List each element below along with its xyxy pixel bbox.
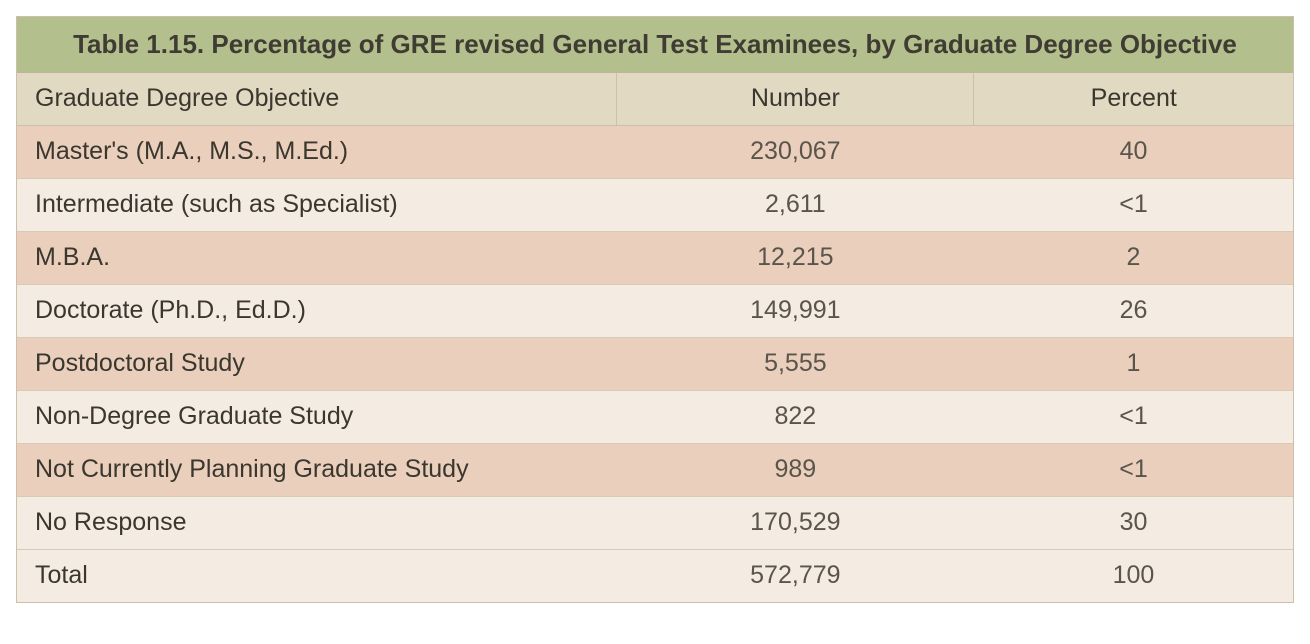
cell-percent: <1 [974,391,1293,444]
cell-label: Not Currently Planning Graduate Study [17,444,617,497]
cell-label: Postdoctoral Study [17,338,617,391]
cell-number: 230,067 [617,126,974,179]
cell-number: 2,611 [617,179,974,232]
cell-number: 572,779 [617,550,974,603]
cell-percent: 30 [974,497,1293,550]
cell-percent: 2 [974,232,1293,285]
table-row: Non-Degree Graduate Study 822 <1 [17,391,1293,444]
cell-label: Intermediate (such as Specialist) [17,179,617,232]
cell-label: Doctorate (Ph.D., Ed.D.) [17,285,617,338]
table-row-total: Total 572,779 100 [17,550,1293,603]
table-row: No Response 170,529 30 [17,497,1293,550]
cell-percent: 26 [974,285,1293,338]
cell-label: Non-Degree Graduate Study [17,391,617,444]
cell-number: 170,529 [617,497,974,550]
cell-percent: 1 [974,338,1293,391]
table-row: Intermediate (such as Specialist) 2,611 … [17,179,1293,232]
table-title: Table 1.15. Percentage of GRE revised Ge… [17,17,1293,73]
table-row: M.B.A. 12,215 2 [17,232,1293,285]
cell-number: 12,215 [617,232,974,285]
cell-label: No Response [17,497,617,550]
cell-percent: <1 [974,179,1293,232]
gre-degree-objective-table: Table 1.15. Percentage of GRE revised Ge… [16,16,1294,603]
cell-number: 822 [617,391,974,444]
cell-number: 989 [617,444,974,497]
table-row: Master's (M.A., M.S., M.Ed.) 230,067 40 [17,126,1293,179]
cell-percent: 40 [974,126,1293,179]
data-table: Graduate Degree Objective Number Percent… [17,73,1293,602]
col-header-percent: Percent [974,73,1293,126]
table-header-row: Graduate Degree Objective Number Percent [17,73,1293,126]
cell-percent: 100 [974,550,1293,603]
col-header-number: Number [617,73,974,126]
table-row: Postdoctoral Study 5,555 1 [17,338,1293,391]
col-header-objective: Graduate Degree Objective [17,73,617,126]
cell-percent: <1 [974,444,1293,497]
cell-number: 149,991 [617,285,974,338]
cell-label: Master's (M.A., M.S., M.Ed.) [17,126,617,179]
table-row: Not Currently Planning Graduate Study 98… [17,444,1293,497]
cell-label: M.B.A. [17,232,617,285]
table-row: Doctorate (Ph.D., Ed.D.) 149,991 26 [17,285,1293,338]
cell-label: Total [17,550,617,603]
cell-number: 5,555 [617,338,974,391]
